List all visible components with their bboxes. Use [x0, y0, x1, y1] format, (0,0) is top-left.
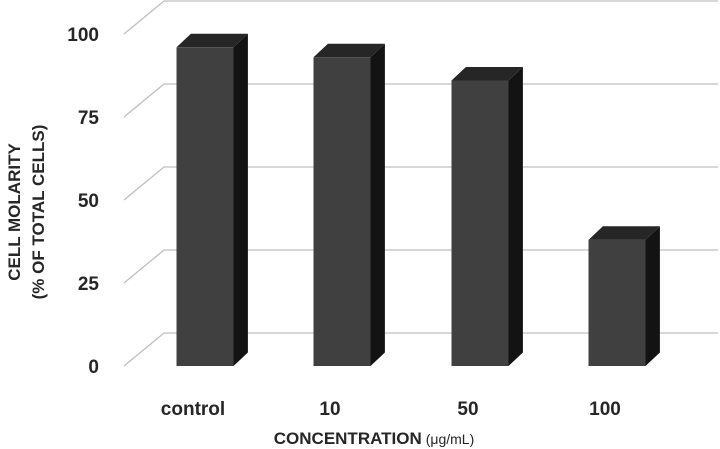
bar — [451, 66, 523, 366]
grid-line — [123, 83, 718, 118]
grid-line — [123, 166, 718, 201]
y-tick-label: 50 — [78, 191, 99, 212]
y-axis-title-line2: (% OF TOTAL CELLS) — [29, 125, 48, 300]
bar-side — [233, 33, 248, 366]
bar — [588, 226, 660, 366]
y-axis-title-line1: CELL MOLARITY — [5, 143, 24, 281]
bars — [176, 33, 660, 367]
bar-side — [645, 226, 660, 366]
y-tick-label: 100 — [67, 25, 99, 46]
bar-front — [176, 47, 234, 366]
grid-line — [123, 249, 718, 284]
grid-line — [123, 332, 718, 367]
bar-top — [176, 33, 248, 48]
bar-top — [588, 226, 660, 240]
x-axis-title: CONCENTRATION (μg/mL) — [274, 429, 474, 448]
x-tick-labels: control 10 50 100 — [161, 399, 621, 420]
x-axis-title-unit: (μg/mL) — [426, 431, 475, 447]
bar — [313, 43, 385, 367]
y-tick-label: 75 — [78, 108, 100, 129]
x-tick-label: 100 — [589, 399, 621, 420]
x-tick-label: control — [161, 399, 225, 420]
x-axis-title-main: CONCENTRATION — [274, 429, 422, 448]
bar-front — [451, 80, 509, 366]
grid-lines — [123, 0, 718, 367]
y-tick-labels: 0 25 50 75 100 — [67, 25, 99, 378]
y-tick-label: 0 — [88, 357, 99, 378]
bar-top — [451, 66, 523, 81]
x-tick-label: 10 — [319, 399, 340, 420]
bar-side — [508, 66, 523, 366]
bar-side — [370, 43, 385, 367]
y-tick-label: 25 — [78, 274, 100, 295]
bar-front — [588, 239, 646, 366]
bar — [176, 33, 248, 366]
bar-top — [313, 43, 385, 58]
x-tick-label: 50 — [457, 399, 478, 420]
grid-line — [123, 0, 718, 35]
bar-front — [313, 57, 371, 367]
